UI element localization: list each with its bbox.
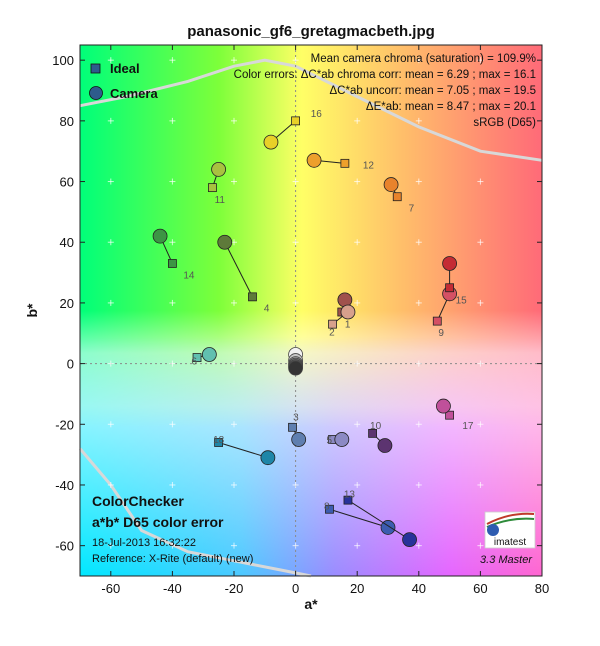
info-line-2: Color errors: ΔC*ab chroma corr: mean = … [234,69,536,81]
x-tick-label: 60 [473,581,487,596]
camera-marker-15 [442,256,458,271]
ideal-marker-11 [208,183,217,193]
patch-label-13: 13 [344,490,356,501]
ideal-marker-17 [445,410,455,420]
patch-label-18: 18 [213,435,225,446]
y-axis-label: b* [24,303,40,318]
camera-marker-4 [217,234,233,250]
x-tick-label: -20 [225,581,244,596]
patch-label-16: 16 [311,109,323,120]
error-line-18 [218,442,269,459]
ideal-marker-18 [214,438,224,447]
camera-marker-11 [211,162,227,177]
camera-marker-7 [383,177,399,192]
patch-label-12: 12 [363,161,375,172]
ideal-marker-7 [392,192,402,202]
y-tick-label: 40 [60,235,74,250]
patch-label-1: 1 [345,320,351,331]
ideal-marker-3 [288,422,297,432]
legend-ideal-swatch [90,63,101,74]
camera-marker-14 [152,228,168,244]
ideal-marker-16 [291,116,301,126]
y-tick-label: -60 [55,539,74,554]
ideal-marker-4 [248,292,257,302]
patch-label-3: 3 [293,413,299,424]
ideal-marker-10 [368,428,378,438]
neutral-point-6 [288,360,304,376]
camera-marker-16 [263,134,279,150]
legend-camera-label: Camera [110,86,158,101]
logo-swoosh-red [486,512,535,525]
camera-marker-12 [306,152,322,168]
patch-label-5: 5 [327,435,333,446]
error-line-8 [329,508,389,528]
info-line-3: ΔC*ab uncorr: mean = 7.05 ; max = 19.5 [330,85,537,97]
chart-title: panasonic_gf6_gretagmacbeth.jpg [187,23,435,40]
logo-dot [487,524,499,536]
patch-label-10: 10 [370,421,382,432]
ideal-marker-15 [445,283,455,293]
x-axis-label: a* [304,596,318,612]
x-tick-label: 0 [292,581,299,596]
ideal-marker-6 [192,353,202,362]
y-tick-label: 100 [52,53,74,68]
y-tick-label: -40 [55,478,74,493]
ideal-marker-9 [432,316,442,326]
patch-label-9: 9 [438,328,444,339]
camera-marker-5 [334,432,350,447]
gamut-boundary-top [79,58,543,162]
x-tick-label: -40 [163,581,182,596]
x-tick-label: 80 [535,581,549,596]
legend-ideal-label: Ideal [110,61,140,76]
info-line-1: Mean camera chroma (saturation) = 109.9% [311,53,536,65]
y-tick-label: 0 [67,357,74,372]
y-tick-label: 20 [60,296,74,311]
patch-label-6: 6 [191,356,197,367]
legend-camera-swatch [89,86,103,100]
y-tick-label: 80 [60,114,74,129]
y-tick-label: -20 [55,417,74,432]
ideal-marker-13 [343,495,353,505]
patch-label-11: 11 [215,195,226,206]
version-label: 3.3 Master [480,554,533,566]
camera-marker-10 [377,438,393,453]
camera-marker-6 [201,347,217,362]
error-line-13 [347,499,410,541]
patch-label-17: 17 [462,421,474,432]
plot-background-highlight [80,45,542,576]
plot-frame [79,44,543,577]
x-tick-label: 40 [412,581,426,596]
camera-marker-1 [337,292,353,308]
annotation-line-2: a*b* D65 color error [92,514,224,530]
camera-marker-3 [291,432,307,447]
ideal-marker-14 [167,259,177,268]
ideal-marker-2 [328,319,337,329]
camera-marker-13 [402,532,417,547]
error-line-4 [224,242,253,298]
annotation-line-3: 18-Jul-2013 16:32:22 [92,537,196,549]
patch-label-7: 7 [409,203,415,214]
camera-marker-18 [260,450,276,466]
annotation-line-1: ColorChecker [92,493,184,509]
logo-text: imatest [494,537,526,548]
info-line-4: ΔE*ab: mean = 8.47 ; max = 20.1 [366,101,536,113]
patch-label-4: 4 [264,304,270,315]
camera-marker-2 [340,304,356,320]
patch-label-2: 2 [329,328,335,339]
y-tick-label: 60 [60,175,74,190]
ideal-marker-8 [325,504,334,514]
annotation-line-4: Reference: X-Rite (default) (new) [92,553,253,565]
info-line-5: sRGB (D65) [473,117,536,129]
x-tick-label: 20 [350,581,364,596]
patch-label-14: 14 [183,270,195,281]
camera-marker-17 [436,398,451,414]
x-tick-label: -60 [101,581,120,596]
patch-label-15: 15 [456,296,468,307]
ideal-marker-12 [340,158,350,168]
patch-label-8: 8 [324,502,330,513]
